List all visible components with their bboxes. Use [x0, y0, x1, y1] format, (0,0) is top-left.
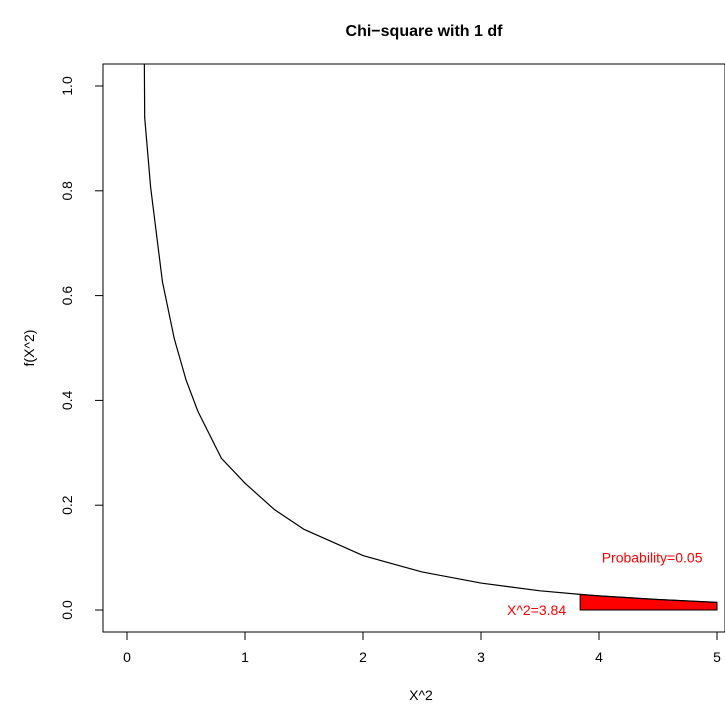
x-axis-label: X^2 — [409, 687, 433, 703]
density-curve-layer — [143, 63, 718, 603]
y-tick-label: 1.0 — [59, 76, 75, 96]
y-axis: 0.0 0.2 0.4 0.6 0.8 1.0 — [59, 76, 104, 620]
y-tick-label: 0.2 — [59, 495, 75, 515]
shaded-tail-region — [579, 593, 718, 611]
x-tick-label: 1 — [241, 649, 249, 665]
density-curve — [143, 63, 718, 603]
y-tick-label: 0.6 — [59, 286, 75, 306]
x-tick-label: 0 — [123, 649, 131, 665]
annotation-layer: X^2=3.84 Probability=0.05 — [507, 550, 703, 618]
x-tick-label: 3 — [477, 649, 485, 665]
critical-value-label: X^2=3.84 — [507, 602, 566, 618]
y-tick-label: 0.0 — [59, 600, 75, 620]
x-tick-label: 4 — [595, 649, 603, 665]
chart-title: Chi−square with 1 df — [346, 23, 504, 40]
y-tick-label: 0.8 — [59, 181, 75, 201]
probability-label: Probability=0.05 — [602, 550, 703, 566]
plot-frame — [102, 63, 725, 633]
x-axis: 0 1 2 3 4 5 — [123, 631, 721, 665]
y-tick-label: 0.4 — [59, 390, 75, 410]
x-tick-label: 5 — [713, 649, 721, 665]
shaded-tail-region-layer — [579, 593, 718, 611]
plot-area — [102, 63, 725, 633]
y-axis-label: f(X^2) — [21, 330, 37, 367]
x-tick-label: 2 — [359, 649, 367, 665]
